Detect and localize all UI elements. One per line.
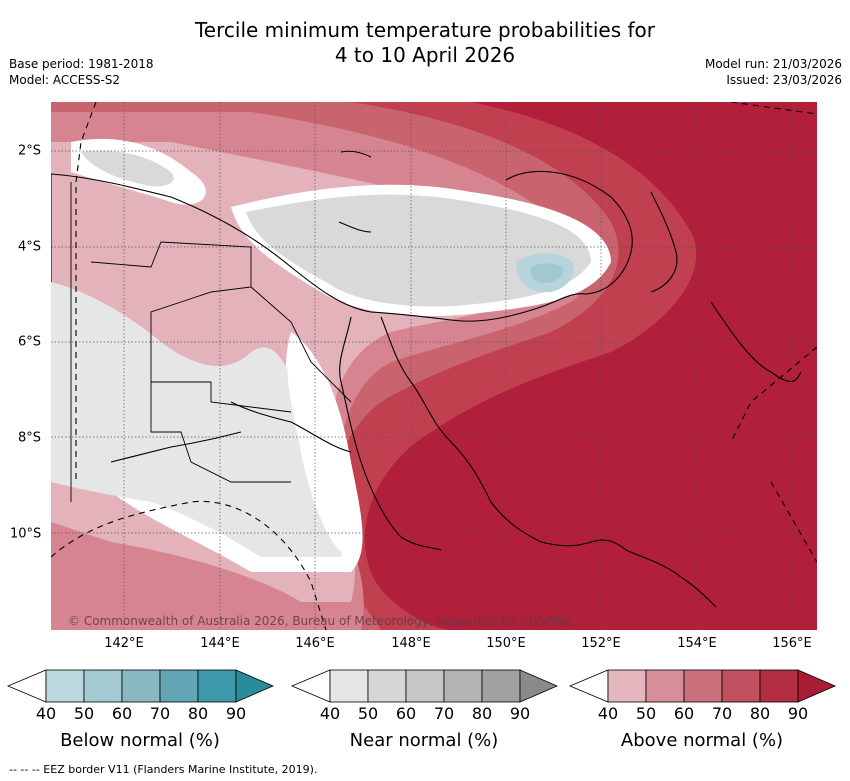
lon-label-154e: 154°E [677, 636, 717, 651]
region-white-strip [287, 352, 348, 552]
legend-above-normal [568, 669, 837, 703]
near-tick-40: 40 [319, 704, 341, 723]
near-swatch-70 [443, 669, 483, 703]
near-swatch-40 [329, 669, 369, 703]
legend-title-above: Above normal (%) [620, 730, 784, 751]
region-below-normal-core [530, 263, 564, 283]
lat-label-8s: 8°S [18, 430, 42, 446]
above-tick-40: 40 [597, 704, 619, 723]
lon-label-150e: 150°E [486, 636, 526, 651]
lon-label-152e: 152°E [581, 636, 621, 651]
above-tick-60: 60 [673, 704, 695, 723]
lon-label-144e: 144°E [200, 636, 240, 651]
near-tick-60: 60 [395, 704, 417, 723]
lon-label-148e: 148°E [391, 636, 431, 651]
below-tick-50: 50 [73, 704, 95, 723]
region-near-normal-mainland [246, 194, 591, 307]
near-swatch-50 [367, 669, 407, 703]
below-swatch-70 [159, 669, 199, 703]
lon-label-146e: 146°E [295, 636, 335, 651]
meta-left: Base period: 1981-2018 Model: ACCESS-S2 [9, 56, 154, 88]
near-tick-50: 50 [357, 704, 379, 723]
provincial-borders [70, 182, 352, 502]
region-near-normal-north [81, 150, 174, 187]
map-title: Tercile minimum temperature probabilitie… [0, 18, 850, 68]
below-tick-70: 70 [149, 704, 171, 723]
near-swatch-90 [519, 669, 559, 703]
colorbar-below [6, 669, 275, 703]
lon-label-156e: 156°E [772, 636, 812, 651]
lon-label-142e: 142°E [104, 636, 144, 651]
below-swatch-90 [235, 669, 275, 703]
forecast-map [51, 102, 817, 630]
legend-near-normal [290, 669, 559, 703]
lat-label-4s: 4°S [18, 239, 42, 255]
meta-right: Model run: 21/03/2026 Issued: 23/03/2026 [705, 56, 842, 88]
legend-title-near: Near normal (%) [349, 730, 499, 751]
near-tick-70: 70 [433, 704, 455, 723]
model-run: Model run: 21/03/2026 [704, 57, 842, 71]
below-swatch-40 [45, 669, 85, 703]
near-swatch-80 [481, 669, 521, 703]
above-swatch-70 [721, 669, 761, 703]
lat-label-6s: 6°S [18, 334, 42, 350]
above-swatch-90 [797, 669, 837, 703]
copyright: © Commonwealth of Australia 2026, Bureau… [68, 614, 574, 628]
above-tick-50: 50 [635, 704, 657, 723]
title-line-2: 4 to 10 April 2026 [334, 43, 516, 67]
colorbar-above [568, 669, 837, 703]
legend-title-below: Below normal (%) [60, 730, 220, 751]
above-swatch-40 [607, 669, 647, 703]
base-period: Base period: 1981-2018 [9, 57, 154, 71]
above-tick-70: 70 [711, 704, 733, 723]
above-tick-80: 80 [749, 704, 771, 723]
lat-label-2s: 2°S [18, 143, 42, 159]
title-line-1: Tercile minimum temperature probabilitie… [194, 18, 656, 42]
above-swatch-80 [759, 669, 799, 703]
colorbar-near [290, 669, 559, 703]
issued-date: Issued: 23/03/2026 [726, 73, 842, 87]
near-tick-80: 80 [471, 704, 493, 723]
coastlines [51, 150, 802, 608]
model-name: Model: ACCESS-S2 [9, 73, 121, 87]
below-tick-40: 40 [35, 704, 57, 723]
below-tick-90: 90 [225, 704, 247, 723]
legend-below-normal [6, 669, 275, 703]
below-tick-80: 80 [187, 704, 209, 723]
below-swatch-80 [197, 669, 237, 703]
below-swatch-60 [121, 669, 161, 703]
near-swatch-60 [405, 669, 445, 703]
lat-label-10s: 10°S [10, 526, 42, 542]
near-tick-90: 90 [509, 704, 531, 723]
above-swatch-50 [645, 669, 685, 703]
eez-footnote: -- -- -- EEZ border V11 (Flanders Marine… [9, 763, 318, 776]
eez-borders [51, 102, 817, 630]
below-tick-60: 60 [111, 704, 133, 723]
above-tick-90: 90 [787, 704, 809, 723]
above-swatch-60 [683, 669, 723, 703]
below-swatch-50 [83, 669, 123, 703]
map-svg [51, 102, 817, 630]
